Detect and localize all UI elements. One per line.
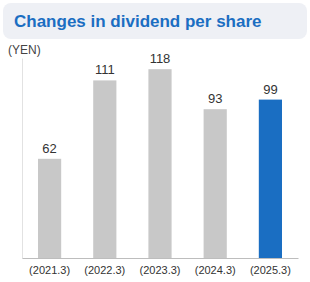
chart-svg: Changes in dividend per share (YEN) (2021.… (0, 0, 310, 282)
data-label: 118 (150, 51, 171, 66)
bars (38, 69, 282, 258)
x-tick-label: (2022.3) (84, 264, 125, 276)
y-axis-label: (YEN) (8, 43, 41, 57)
data-labels: 62 111 118 93 99 (42, 51, 277, 156)
x-tick: (2025.3) (250, 264, 291, 276)
x-tick: (2024.3) (195, 264, 236, 276)
bar (38, 159, 61, 258)
bar (259, 100, 282, 258)
title-box (3, 3, 307, 39)
data-label: 93 (208, 91, 222, 106)
data-label: 111 (95, 62, 115, 77)
bar (148, 69, 171, 258)
x-tick-label: (2023.3) (140, 264, 181, 276)
x-tick: (2022.3) (84, 264, 125, 276)
x-tick-label: (2025.3) (250, 264, 291, 276)
data-label: 99 (263, 82, 277, 97)
y-axis (22, 59, 23, 259)
y-axis-line (22, 59, 23, 259)
x-axis-line (23, 258, 299, 259)
x-axis: (2021.3) (2022.3) (2023.3) (2024.3) (2025.3) (23, 259, 299, 276)
title: Changes in dividend per share (14, 12, 262, 31)
bar (204, 109, 227, 258)
chart-container: Changes in dividend per share (YEN) (2021.… (0, 0, 310, 282)
x-tick-label: (2021.3) (29, 264, 70, 276)
x-tick: (2023.3) (140, 264, 181, 276)
x-tick: (2021.3) (29, 264, 70, 276)
data-label: 62 (42, 141, 56, 156)
bar (93, 80, 116, 258)
x-tick-label: (2024.3) (195, 264, 236, 276)
